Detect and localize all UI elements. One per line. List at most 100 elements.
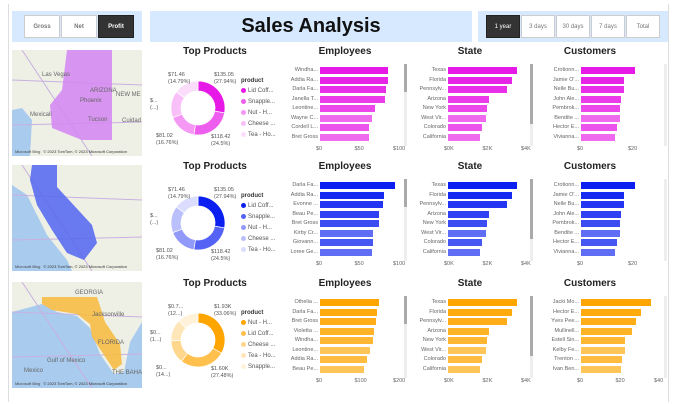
customers-bar[interactable] <box>581 182 635 189</box>
state-bar[interactable] <box>448 356 482 363</box>
employees-scrollbar[interactable] <box>404 64 407 146</box>
customers-bar[interactable] <box>581 191 625 199</box>
state-bar[interactable] <box>448 337 488 344</box>
legend-item[interactable]: Cheese ... <box>241 236 275 242</box>
metric-button-gross[interactable]: Gross <box>24 15 60 38</box>
donut-slice[interactable] <box>197 312 226 354</box>
customers-bar[interactable] <box>581 95 622 103</box>
donut-chart[interactable] <box>168 193 228 253</box>
customers-bar[interactable] <box>581 248 616 256</box>
legend-item[interactable]: Snapple... <box>241 214 275 220</box>
map-florida[interactable]: GEORGIA Jacksonville FLORIDA Gulf of Mexico… <box>12 282 142 388</box>
state-bar[interactable] <box>448 318 507 325</box>
customers-bar[interactable] <box>581 67 635 74</box>
employees-bar[interactable] <box>320 365 365 373</box>
state-bar[interactable] <box>448 308 513 316</box>
customers-bar[interactable] <box>581 76 625 84</box>
legend-item[interactable]: Lid Coff... <box>241 203 274 209</box>
legend-item[interactable]: Snapple... <box>241 99 275 105</box>
donut-slice[interactable] <box>193 110 225 136</box>
period-button-total[interactable]: Total <box>626 15 660 38</box>
state-bar[interactable] <box>448 346 486 354</box>
state-bar[interactable] <box>448 327 490 335</box>
legend-item[interactable]: Tea - Ho... <box>241 353 276 359</box>
employees-bar[interactable] <box>320 201 384 208</box>
legend-item[interactable]: Lid Coff... <box>241 331 274 337</box>
legend-item[interactable]: Cheese ... <box>241 342 275 348</box>
employees-scrollbar[interactable] <box>404 179 407 261</box>
customers-bar[interactable] <box>581 105 620 112</box>
employees-bar[interactable] <box>320 210 380 218</box>
customers-bar[interactable] <box>581 365 621 373</box>
donut-slice[interactable] <box>193 225 225 251</box>
legend-item[interactable]: Lid Coff... <box>241 88 274 94</box>
state-bar[interactable] <box>448 133 480 141</box>
highlighted-state[interactable] <box>30 165 97 260</box>
employees-bar[interactable] <box>320 95 385 103</box>
state-bar[interactable] <box>448 248 480 256</box>
employees-bar[interactable] <box>320 67 388 74</box>
employees-bar[interactable] <box>320 76 388 84</box>
map-canvas[interactable] <box>12 165 142 271</box>
donut-slice[interactable] <box>175 80 199 99</box>
employees-bar[interactable] <box>320 248 373 256</box>
state-bar[interactable] <box>448 67 518 74</box>
employees-bar[interactable] <box>320 191 384 199</box>
state-scrollbar[interactable] <box>530 296 533 378</box>
customers-bar[interactable] <box>581 346 625 354</box>
customers-bar[interactable] <box>581 299 651 306</box>
employees-bar[interactable] <box>320 229 374 237</box>
customers-bar[interactable] <box>581 220 620 227</box>
customers-bar[interactable] <box>581 239 617 246</box>
state-bar[interactable] <box>448 86 507 93</box>
legend-item[interactable]: Snapple... <box>241 364 275 370</box>
state-scrollbar[interactable] <box>530 64 533 146</box>
scrollbar-thumb[interactable] <box>530 179 533 239</box>
employees-bar[interactable] <box>320 308 377 316</box>
state-bar[interactable] <box>448 182 518 189</box>
donut-chart[interactable] <box>168 78 228 138</box>
customers-bar[interactable] <box>581 86 625 93</box>
highlighted-state[interactable] <box>50 50 112 140</box>
employees-bar[interactable] <box>320 86 387 93</box>
period-button-7-days[interactable]: 7 days <box>591 15 625 38</box>
legend-item[interactable]: Nut - H... <box>241 320 272 326</box>
donut-slice[interactable] <box>175 195 199 214</box>
customers-scrollbar[interactable] <box>664 64 667 146</box>
customers-bar[interactable] <box>581 201 625 208</box>
legend-item[interactable]: Nut - H... <box>241 225 272 231</box>
metric-button-net[interactable]: Net <box>61 15 97 38</box>
state-bar[interactable] <box>448 229 486 237</box>
customers-bar[interactable] <box>581 308 642 316</box>
employees-bar[interactable] <box>320 337 374 344</box>
state-bar[interactable] <box>448 365 480 373</box>
state-bar[interactable] <box>448 114 486 122</box>
customers-bar[interactable] <box>581 229 620 237</box>
donut-slice[interactable] <box>172 228 196 251</box>
state-scrollbar[interactable] <box>530 179 533 261</box>
state-bar[interactable] <box>448 105 488 112</box>
customers-bar[interactable] <box>581 124 617 131</box>
state-bar[interactable] <box>448 76 513 84</box>
employees-bar[interactable] <box>320 220 379 227</box>
donut-slice[interactable] <box>180 347 223 368</box>
customers-scrollbar[interactable] <box>664 179 667 261</box>
map-canvas[interactable] <box>12 282 142 388</box>
state-bar[interactable] <box>448 299 518 306</box>
employees-bar[interactable] <box>320 318 376 325</box>
state-bar[interactable] <box>448 220 488 227</box>
map-canvas[interactable] <box>12 50 142 156</box>
state-bar[interactable] <box>448 201 507 208</box>
metric-button-profit[interactable]: Profit <box>98 15 134 38</box>
legend-item[interactable]: Tea - Ho... <box>241 247 276 253</box>
employees-bar[interactable] <box>320 114 373 122</box>
customers-bar[interactable] <box>581 327 632 335</box>
customers-scrollbar[interactable] <box>664 296 667 378</box>
customers-bar[interactable] <box>581 337 625 344</box>
period-button-1-year[interactable]: 1 year <box>486 15 520 38</box>
employees-bar[interactable] <box>320 182 396 189</box>
employees-bar[interactable] <box>320 327 375 335</box>
employees-bar[interactable] <box>320 124 369 131</box>
employees-bar[interactable] <box>320 105 376 112</box>
customers-bar[interactable] <box>581 210 622 218</box>
